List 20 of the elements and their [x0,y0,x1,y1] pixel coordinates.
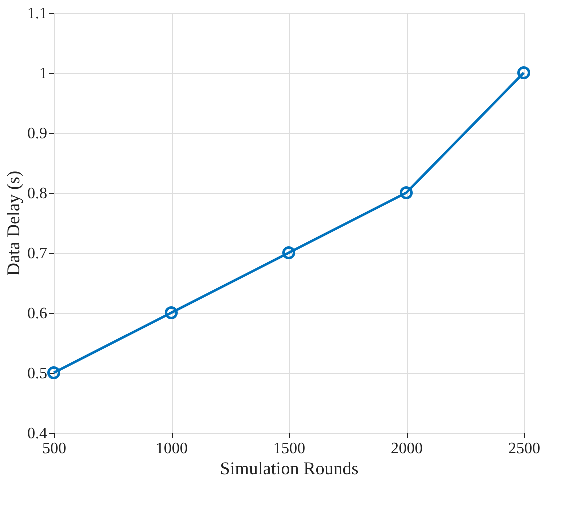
x-tick-label: 2500 [508,440,540,458]
x-tick-label: 2000 [391,440,423,458]
y-tick-label: 0.9 [28,126,48,142]
y-tick-label: 0.7 [28,246,48,262]
y-tick-label: 1 [40,66,48,82]
y-tick-label: 0.5 [28,366,48,382]
y-tick-label: 0.6 [28,306,48,322]
y-tick-label: 0.8 [28,186,48,202]
y-tick-label: 0.4 [28,426,48,442]
y-axis-title: Data Delay (s) [4,171,24,276]
y-tick-label: 1.1 [28,6,48,22]
point [400,186,413,200]
point [48,366,60,380]
x-axis-title: Simulation Rounds [220,458,359,478]
point [518,66,530,80]
x-tick-label: 1500 [274,440,306,458]
x-tick-label: 500 [42,440,66,458]
x-tick-label: 1000 [156,440,188,458]
point [165,306,178,320]
point [282,246,296,260]
